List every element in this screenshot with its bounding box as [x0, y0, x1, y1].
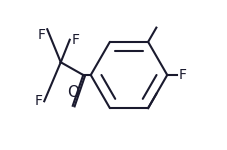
Text: F: F — [71, 33, 79, 47]
Text: F: F — [178, 68, 186, 82]
Text: O: O — [67, 85, 79, 100]
Text: F: F — [38, 28, 46, 42]
Text: F: F — [34, 94, 42, 108]
